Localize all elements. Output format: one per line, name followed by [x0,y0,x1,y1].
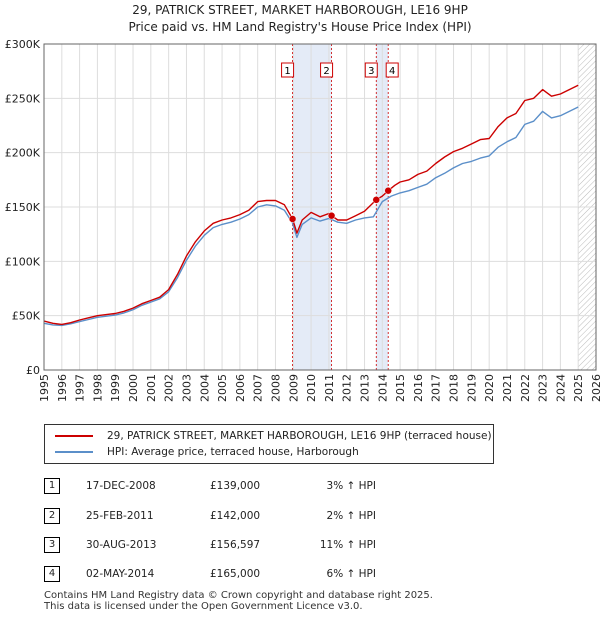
x-tick-label: 2007 [252,374,265,402]
sale-point [327,211,336,220]
sale-point [288,215,297,223]
sale-number-badge: 4 [44,566,60,582]
x-tick-label: 2006 [234,374,247,402]
x-tick-label: 2003 [180,374,193,402]
sale-date: 25-FEB-2011 [86,510,154,522]
sale-number-badge: 1 [44,478,60,494]
sale-number-badge: 2 [44,508,60,524]
x-tick-label: 1997 [74,374,87,402]
sale-point [384,186,392,195]
x-tick-label: 1995 [38,374,51,402]
x-tick-label: 1996 [56,374,69,402]
x-tick-label: 2019 [465,374,478,402]
y-tick-label: £300K [5,38,41,51]
sale-price: £156,597 [210,539,261,551]
x-tick-label: 2005 [216,374,229,402]
sale-marker-label: 1 [284,66,290,77]
x-tick-label: 2004 [198,374,211,402]
sale-hpi-diff: 2% ↑ HPI [326,510,376,522]
x-tick-label: 2020 [483,374,496,402]
legend-item-hpi: HPI: Average price, terraced house, Harb… [55,444,359,460]
x-tick-label: 2021 [501,374,514,402]
y-tick-label: £200K [5,147,41,160]
x-tick-label: 2000 [127,374,140,402]
sale-row: 1 17-DEC-2008 £139,000 3% ↑ HPI [40,476,460,496]
plot-frame [43,43,597,371]
legend-swatch-property [55,435,93,437]
sale-number-badge: 3 [44,537,60,553]
legend-label-property: 29, PATRICK STREET, MARKET HARBOROUGH, L… [107,430,492,442]
sale-hpi-diff: 11% ↑ HPI [319,539,376,551]
sale-price: £139,000 [210,480,261,492]
sale-row: 3 30-AUG-2013 £156,597 11% ↑ HPI [40,535,460,555]
sale-row: 4 02-MAY-2014 £165,000 6% ↑ HPI [40,564,460,584]
x-tick-label: 2010 [305,374,318,402]
sale-marker-label: 2 [323,66,329,77]
legend-swatch-hpi [55,451,93,453]
sale-marker-box [364,62,378,78]
x-tick-label: 2001 [145,374,158,402]
sale-marker-box [281,62,295,78]
x-tick-label: 1999 [109,374,122,402]
sale-row: 2 25-FEB-2011 £142,000 2% ↑ HPI [40,506,460,526]
sale-marker-label: 4 [389,66,395,77]
hpi-line [43,106,579,327]
sale-hpi-diff: 3% ↑ HPI [326,480,376,492]
chart-title: 29, PATRICK STREET, MARKET HARBOROUGH, L… [0,2,600,36]
sale-date: 17-DEC-2008 [86,480,156,492]
x-tick-label: 2016 [412,374,425,402]
sale-marker-box [320,62,334,78]
y-tick-label: £100K [5,255,41,268]
x-tick-label: 2023 [537,374,550,402]
y-tick-label: £250K [5,92,41,105]
legend: 29, PATRICK STREET, MARKET HARBOROUGH, L… [44,424,494,464]
y-tick-label: £0 [26,364,40,377]
x-tick-label: 2022 [519,374,532,402]
sale-marker-box [385,62,399,78]
x-tick-label: 2009 [287,374,300,402]
x-tick-label: 2026 [590,374,600,402]
sale-date: 30-AUG-2013 [86,539,157,551]
x-tick-label: 2015 [394,374,407,402]
sale-point [372,196,381,204]
sale-price: £142,000 [210,510,261,522]
sale-date: 02-MAY-2014 [86,568,155,580]
property-price-line [43,84,579,326]
sale-marker-label: 3 [368,66,374,77]
footer-attribution: Contains HM Land Registry data © Crown c… [44,590,584,612]
footer-copyright: Contains HM Land Registry data © Crown c… [44,590,433,601]
x-tick-label: 2025 [572,374,585,402]
x-tick-label: 2024 [554,374,567,402]
footer-licence: This data is licensed under the Open Gov… [44,601,363,612]
x-tick-label: 2018 [448,374,461,402]
chart-title-line1: 29, PATRICK STREET, MARKET HARBOROUGH, L… [132,3,468,17]
x-tick-label: 2002 [163,374,176,402]
price-chart: 1 2 3 4 £0 £50K £100K £150K £200K £250K £300K 1995 1… [5,38,600,402]
legend-item-property: 29, PATRICK STREET, MARKET HARBOROUGH, L… [55,428,492,444]
x-tick-label: 2011 [323,374,336,402]
chart-title-line2: Price paid vs. HM Land Registry's House … [128,20,472,34]
sale-price: £165,000 [210,568,261,580]
x-tick-label: 2008 [269,374,282,402]
x-tick-label: 2012 [341,374,354,402]
x-tick-label: 2013 [359,374,372,402]
y-tick-label: £150K [5,201,41,214]
sale-hpi-diff: 6% ↑ HPI [326,568,376,580]
y-tick-label: £50K [12,310,41,323]
x-tick-label: 1998 [91,374,104,402]
x-tick-label: 2017 [430,374,443,402]
x-tick-label: 2014 [376,374,389,402]
legend-label-hpi: HPI: Average price, terraced house, Harb… [107,446,359,458]
